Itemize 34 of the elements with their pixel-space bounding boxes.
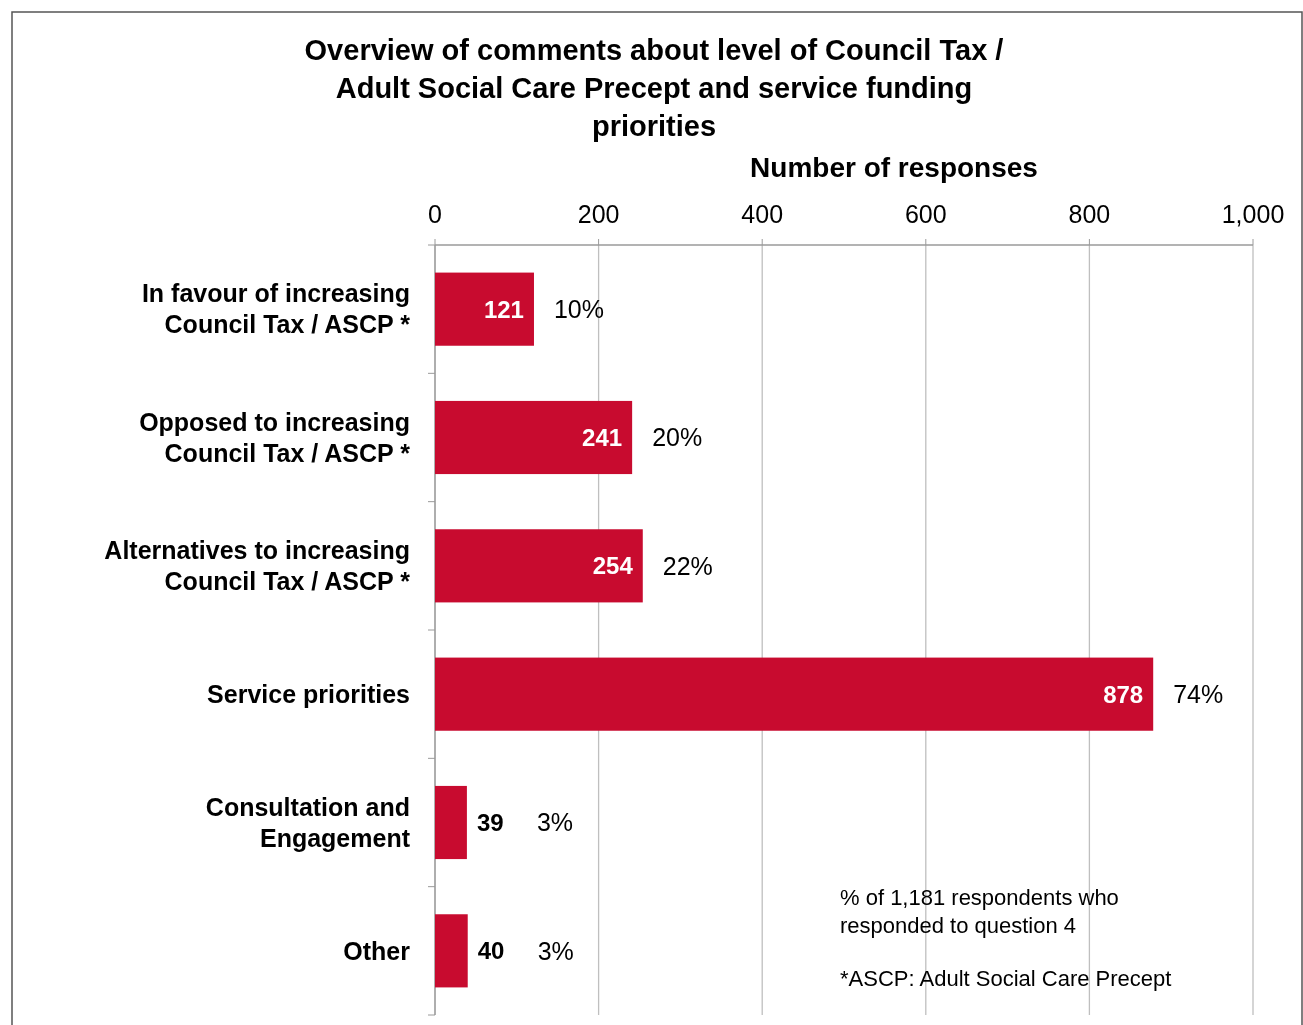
y-tick-label: Alternatives to increasing Council Tax / ASCP * — [104, 536, 411, 596]
x-tick-label: 800 — [1068, 200, 1111, 228]
x-tick-label: 0 — [428, 200, 442, 228]
bar — [435, 272, 534, 346]
x-tick-label: 200 — [577, 200, 620, 228]
bar — [435, 400, 633, 475]
y-tick-label: Service priorities — [207, 679, 410, 708]
data-label: 241 — [582, 423, 623, 451]
annotation: 74% — [1173, 679, 1224, 708]
bar — [435, 529, 643, 603]
annotation: 22% — [662, 551, 713, 580]
annotation: 3% — [536, 808, 574, 837]
x-tick-label: 400 — [741, 200, 784, 228]
bar — [435, 785, 467, 860]
annotation: 20% — [652, 423, 703, 452]
annotation: 3% — [537, 936, 574, 965]
data-label: 39 — [476, 808, 504, 836]
data-label: 254 — [592, 552, 634, 580]
x-axis-title: Number of responses — [750, 152, 1038, 183]
bar — [435, 914, 468, 988]
x-tick-label: 1,000 — [1221, 200, 1285, 228]
chart-title: Overview of comments about level of Council Tax / Adult Social Care Precept and service funding priorities — [304, 34, 1004, 142]
y-tick-label: Other — [343, 936, 411, 965]
y-tick-label: In favour of increasing Council Tax / ASCP * — [141, 279, 411, 339]
data-label: 121 — [483, 295, 524, 323]
annotation: % of 1,181 respondents who responded to question 4 — [840, 884, 1119, 938]
annotation: *ASCP: Adult Social Care Precept — [840, 965, 1172, 991]
y-tick-label: Opposed to increasing Council Tax / ASCP * — [139, 407, 411, 467]
x-tick-label: 600 — [904, 200, 947, 228]
data-label: 40 — [477, 937, 505, 965]
bar — [435, 657, 1154, 731]
data-label: 878 — [1103, 680, 1144, 708]
y-tick-label: Consultation and Engagement — [205, 792, 411, 852]
annotation: 10% — [553, 294, 605, 323]
